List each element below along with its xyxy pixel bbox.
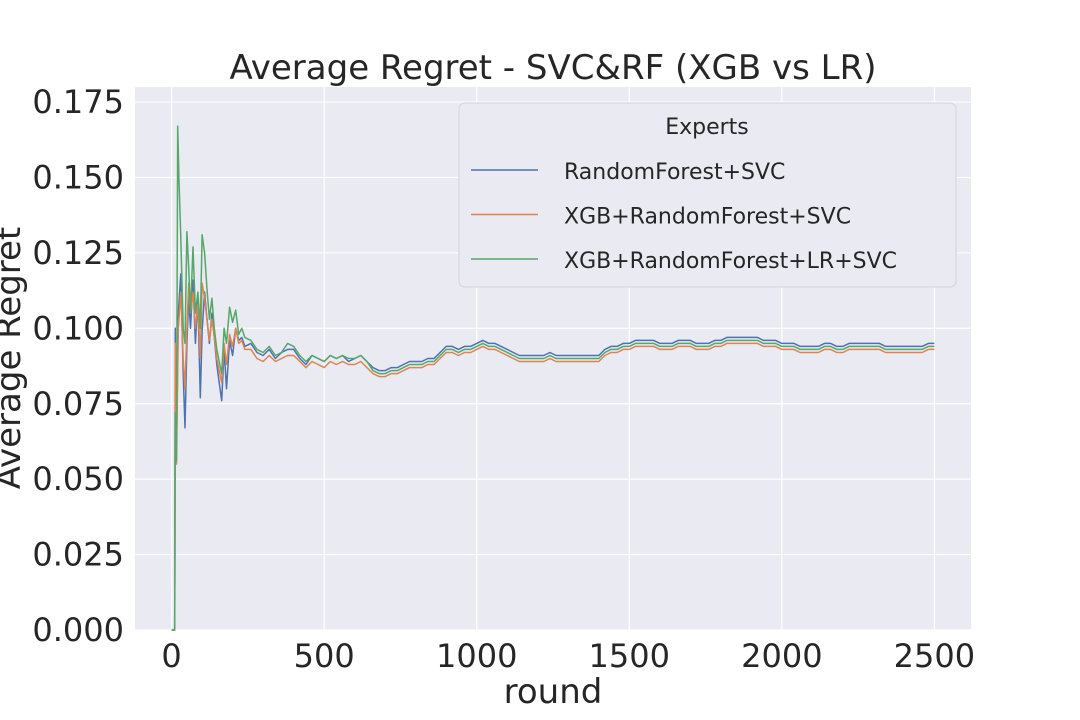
x-axis-ticks: 0 500 1000 1500 2000 2500 [161,637,975,675]
series-line-2 [171,282,935,631]
legend-label: RandomForest+SVC [564,160,785,185]
y-tick-label: 0.100 [32,309,124,347]
x-axis-label: round [504,672,603,712]
y-tick-label: 0.000 [32,611,124,649]
chart-title: Average Regret - SVC&RF (XGB vs LR) [230,48,877,88]
legend-box [458,102,957,288]
series-line-3 [171,125,935,631]
y-tick-label: 0.025 [32,536,124,574]
legend-title: Experts [665,115,749,140]
legend-label: XGB+RandomForest+LR+SVC [564,249,897,274]
y-tick-label: 0.125 [32,234,124,272]
y-tick-label: 0.150 [32,159,124,197]
series-layer [171,125,935,631]
y-axis-ticks: 0.000 0.025 0.050 0.075 0.100 0.125 0.150 0.175 [32,83,124,649]
y-tick-label: 0.175 [32,83,124,121]
legend-label: XGB+RandomForest+SVC [564,205,851,230]
x-tick-label: 1500 [589,637,670,675]
x-tick-label: 0 [161,637,181,675]
y-axis-label: Average Regret [0,227,29,490]
x-tick-label: 1000 [436,637,517,675]
x-tick-label: 2000 [741,637,822,675]
legend-items: RandomForest+SVC XGB+RandomForest+SVC XGB+… [471,160,897,274]
x-tick-label: 500 [294,637,355,675]
y-tick-label: 0.075 [32,385,124,423]
x-tick-label: 2500 [894,637,975,675]
legend: Experts RandomForest+SVC XGB+RandomForest… [458,102,957,288]
y-tick-label: 0.050 [32,460,124,498]
